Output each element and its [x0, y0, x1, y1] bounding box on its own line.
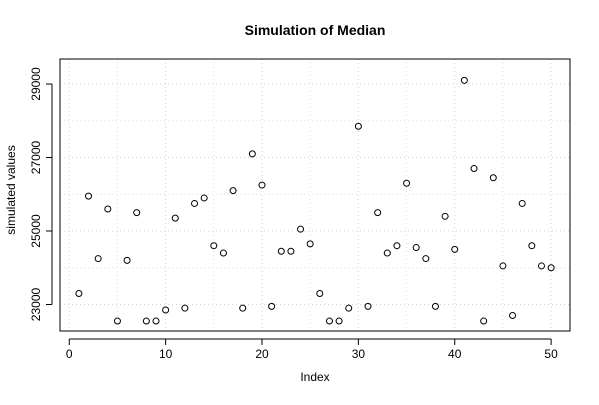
- x-axis-label: Index: [300, 370, 329, 384]
- x-tick-label: 20: [255, 347, 269, 361]
- data-point: [142, 317, 150, 325]
- x-tick-label: 0: [66, 347, 73, 361]
- data-point: [354, 122, 362, 130]
- data-point: [451, 245, 459, 253]
- y-tick-label: 25000: [29, 214, 43, 248]
- data-point: [133, 209, 141, 217]
- y-tick-label: 27000: [29, 141, 43, 175]
- data-point: [152, 317, 160, 325]
- data-point: [219, 249, 227, 257]
- data-point: [181, 304, 189, 312]
- x-tick-label: 30: [352, 347, 366, 361]
- data-point: [403, 179, 411, 187]
- data-point: [441, 212, 449, 220]
- data-point: [499, 262, 507, 270]
- data-point: [460, 76, 468, 84]
- data-point: [85, 192, 93, 200]
- data-point: [393, 242, 401, 250]
- data-point: [200, 194, 208, 202]
- data-point: [191, 199, 199, 207]
- data-point: [113, 317, 121, 325]
- data-point: [345, 304, 353, 312]
- data-point: [239, 304, 247, 312]
- data-point: [248, 150, 256, 158]
- x-tick-label: 40: [448, 347, 462, 361]
- y-tick-label: 23000: [29, 287, 43, 321]
- data-point: [287, 247, 295, 255]
- data-point: [306, 240, 314, 248]
- data-point: [489, 174, 497, 182]
- data-point: [297, 225, 305, 233]
- data-point: [75, 289, 83, 297]
- data-point: [104, 205, 112, 213]
- x-tick-label: 10: [159, 347, 173, 361]
- data-point: [528, 242, 536, 250]
- data-point: [316, 289, 324, 297]
- data-point: [547, 264, 555, 272]
- data-point: [258, 181, 266, 189]
- data-point: [162, 306, 170, 314]
- chart-title: Simulation of Median: [245, 22, 386, 38]
- data-point: [210, 242, 218, 250]
- data-point: [325, 317, 333, 325]
- data-point: [335, 317, 343, 325]
- data-points: [75, 76, 555, 325]
- data-point: [470, 165, 478, 173]
- data-point: [229, 187, 237, 195]
- data-point: [518, 199, 526, 207]
- data-point: [422, 255, 430, 263]
- data-point: [374, 209, 382, 217]
- grid: [60, 59, 570, 331]
- data-point: [412, 244, 420, 252]
- y-axis-label: simulated values: [4, 145, 18, 234]
- data-point: [277, 247, 285, 255]
- data-point: [509, 312, 517, 320]
- data-point: [171, 214, 179, 222]
- plot-frame: [59, 58, 571, 332]
- x-tick-label: 50: [544, 347, 558, 361]
- y-tick-label: 29000: [29, 67, 43, 101]
- data-point: [268, 302, 276, 310]
- data-point: [94, 255, 102, 263]
- axes: 0 10 20 30 40 50 23000 25000 27000 29000: [29, 67, 558, 361]
- data-point: [123, 256, 131, 264]
- data-point: [480, 317, 488, 325]
- data-point: [383, 249, 391, 257]
- data-point: [431, 302, 439, 310]
- data-point: [537, 262, 545, 270]
- data-point: [364, 302, 372, 310]
